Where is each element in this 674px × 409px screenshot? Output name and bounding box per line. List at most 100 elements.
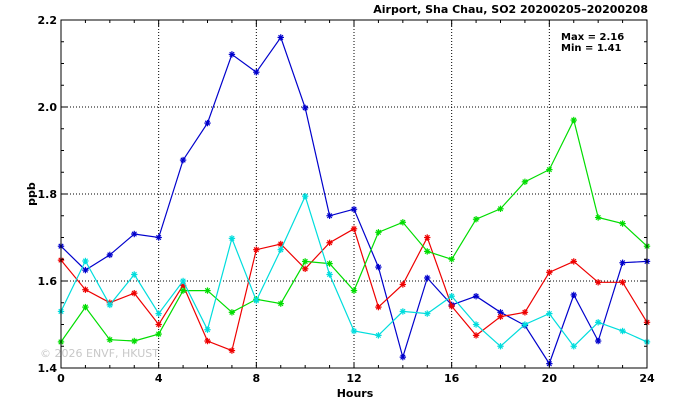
data-point	[253, 69, 260, 76]
data-point	[228, 309, 236, 316]
data-point	[424, 234, 431, 241]
x-tick-label: 16	[444, 372, 460, 385]
data-point	[326, 260, 333, 267]
data-point	[570, 343, 577, 350]
data-point	[594, 319, 602, 326]
data-point	[106, 301, 114, 309]
data-point	[399, 281, 407, 288]
data-point	[204, 337, 211, 345]
data-point	[375, 263, 382, 271]
data-point	[179, 287, 187, 294]
data-point	[131, 230, 138, 238]
data-point	[497, 205, 504, 212]
data-point	[399, 308, 407, 315]
series-3	[57, 116, 651, 346]
x-tick-label: 8	[253, 372, 261, 385]
data-point	[472, 216, 480, 223]
data-point	[594, 279, 602, 286]
min-label: Min = 1.41	[561, 43, 622, 54]
series-layer	[57, 34, 651, 367]
data-point	[546, 269, 553, 276]
data-point	[301, 104, 309, 112]
data-point	[619, 259, 626, 266]
data-point	[277, 300, 284, 307]
data-point	[82, 303, 89, 311]
data-point	[448, 303, 455, 310]
watermark: © 2026 ENVF, HKUST	[40, 347, 159, 360]
x-tick-label: 12	[346, 372, 361, 385]
data-point	[301, 192, 309, 200]
x-tick-label: 20	[542, 372, 558, 385]
data-point	[570, 291, 577, 299]
data-point	[350, 327, 358, 335]
data-point	[375, 332, 382, 339]
data-point	[326, 271, 333, 278]
data-point	[82, 286, 89, 293]
data-point	[497, 309, 504, 316]
max-label: Max = 2.16	[561, 32, 624, 43]
data-point	[472, 321, 480, 328]
x-axis-label: Hours	[337, 387, 374, 400]
data-point	[424, 310, 431, 317]
data-point	[399, 353, 407, 361]
data-point	[131, 271, 138, 278]
y-tick-label: 1.4	[38, 362, 58, 375]
data-point	[521, 321, 529, 328]
data-point	[82, 257, 89, 265]
data-point	[424, 248, 431, 255]
data-point	[497, 313, 504, 320]
x-tick-label: 24	[639, 372, 655, 385]
data-point	[155, 310, 162, 317]
data-point	[301, 258, 309, 265]
data-point	[350, 206, 358, 213]
x-tick-label: 4	[155, 372, 163, 385]
data-point	[619, 279, 626, 286]
axis-ticks: 0 4 8 12 16 20 24 1.4 1.6 1.8 2.0 2.2	[38, 14, 655, 385]
data-point	[253, 297, 260, 304]
data-point	[570, 258, 577, 265]
y-tick-label: 1.8	[38, 188, 58, 201]
data-point	[301, 265, 309, 273]
data-point	[204, 119, 211, 127]
data-point	[619, 220, 626, 227]
data-point	[326, 212, 333, 219]
data-point	[106, 336, 114, 343]
x-tick-label: 0	[57, 372, 65, 385]
data-point	[521, 178, 529, 186]
data-point	[399, 219, 407, 226]
data-point	[106, 251, 114, 259]
data-point	[521, 309, 529, 316]
y-axis-label: ppb	[25, 182, 38, 206]
data-point	[546, 166, 553, 173]
y-tick-label: 2.2	[38, 14, 58, 27]
data-point	[131, 337, 138, 345]
data-point	[619, 327, 626, 335]
data-point	[350, 225, 358, 232]
data-point	[546, 310, 553, 317]
y-tick-label: 1.6	[38, 275, 58, 288]
data-point	[375, 303, 382, 311]
data-point	[448, 293, 455, 300]
data-point	[82, 266, 89, 274]
data-point	[375, 229, 382, 236]
data-point	[179, 277, 187, 285]
data-point	[228, 51, 236, 58]
data-point	[472, 293, 480, 300]
data-point	[497, 343, 504, 350]
data-point	[424, 274, 431, 282]
data-point	[570, 116, 577, 124]
data-point	[472, 332, 480, 339]
data-point	[350, 287, 358, 294]
y-tick-label: 2.0	[38, 101, 58, 114]
data-point	[155, 330, 162, 338]
data-point	[448, 256, 455, 263]
data-point	[204, 287, 211, 294]
data-point	[277, 34, 284, 41]
data-point	[155, 234, 162, 241]
data-point	[594, 337, 602, 345]
data-point	[228, 235, 236, 242]
data-point	[326, 239, 333, 246]
data-point	[228, 347, 236, 354]
